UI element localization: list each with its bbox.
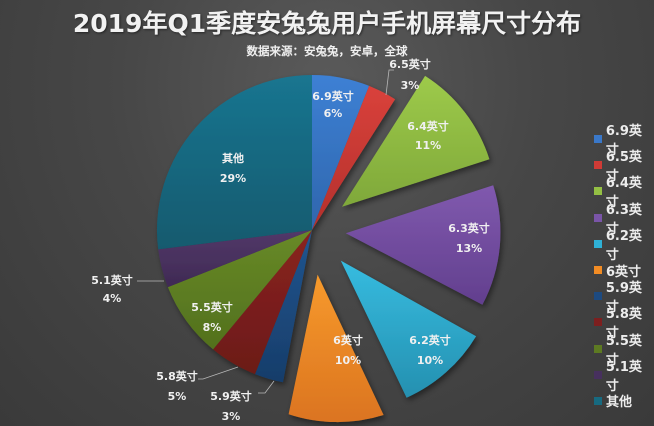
legend-label: 6英寸 xyxy=(606,264,642,280)
legend-swatch-icon xyxy=(594,318,602,327)
chart-subtitle: 数据来源：安兔兔，安卓，全球 xyxy=(246,44,408,58)
legend-label: 5.1英寸 xyxy=(605,359,642,394)
legend-swatch-icon xyxy=(594,344,602,353)
label-5-1-pct: 4% xyxy=(103,292,122,305)
legend-item-6-9[interactable]: 6.9英寸 xyxy=(594,124,654,158)
chart-title: 2019年Q1季度安兔兔用户手机屏幕尺寸分布 xyxy=(72,9,582,38)
legend-label: 5.8英寸 xyxy=(605,307,642,342)
legend-swatch-icon xyxy=(594,266,602,275)
label-6-2-name: 6.2英寸 xyxy=(409,333,451,347)
legend-item-other[interactable]: 其他 xyxy=(594,388,654,414)
legend-swatch-icon xyxy=(594,213,602,222)
label-5-8-name: 5.8英寸 xyxy=(156,369,198,383)
legend-swatch-icon xyxy=(594,239,602,248)
slice-6[interactable] xyxy=(288,274,384,423)
slice-6-4[interactable] xyxy=(342,75,490,207)
label-6-2-pct: 10% xyxy=(417,354,443,367)
legend-swatch-icon xyxy=(594,292,602,301)
label-5-5-pct: 8% xyxy=(203,321,222,334)
label-other-pct: 29% xyxy=(220,172,246,185)
legend-swatch-icon xyxy=(594,135,602,144)
label-6-3-pct: 13% xyxy=(456,242,482,255)
chart-legend: 6.9英寸 6.5英寸 6.4英寸 6.3英寸 6.2英寸 6英寸 5.9英寸 … xyxy=(594,124,654,414)
legend-item-6-2[interactable]: 6.2英寸 xyxy=(594,229,654,263)
legend-item-6-5[interactable]: 6.5英寸 xyxy=(594,150,654,184)
legend-label: 6.2英寸 xyxy=(605,228,642,263)
label-5-9-pct: 3% xyxy=(222,410,241,423)
legend-item-6-4[interactable]: 6.4英寸 xyxy=(594,176,654,210)
legend-swatch-icon xyxy=(594,370,602,379)
legend-item-5-5[interactable]: 5.5英寸 xyxy=(594,334,654,368)
slice-5-8[interactable] xyxy=(213,230,312,375)
slice-other[interactable] xyxy=(156,75,312,250)
label-other-name: 其他 xyxy=(222,151,244,165)
label-6-pct: 10% xyxy=(335,354,361,367)
label-6-4-name: 6.4英寸 xyxy=(407,119,449,133)
label-5-8-pct: 5% xyxy=(168,390,187,403)
label-5-1-name: 5.1英寸 xyxy=(91,273,133,287)
label-6-9-pct: 6% xyxy=(324,107,343,120)
legend-swatch-icon xyxy=(594,187,602,196)
legend-label: 5.5英寸 xyxy=(605,333,642,368)
legend-label: 6.4英寸 xyxy=(605,176,642,211)
legend-label: 6.3英寸 xyxy=(605,202,642,237)
label-6-4-pct: 11% xyxy=(415,139,441,152)
legend-item-5-9[interactable]: 5.9英寸 xyxy=(594,281,654,315)
label-6-5-name: 6.5英寸 xyxy=(389,57,431,71)
legend-label: 6.9英寸 xyxy=(605,124,642,159)
leader-lines xyxy=(137,69,394,394)
legend-item-5-8[interactable]: 5.8英寸 xyxy=(594,307,654,341)
label-5-5-name: 5.5英寸 xyxy=(191,300,233,314)
slice-6-5[interactable] xyxy=(312,85,396,231)
legend-item-6[interactable]: 6英寸 xyxy=(594,257,654,283)
legend-label: 6.5英寸 xyxy=(605,150,642,185)
slice-5-9[interactable] xyxy=(255,230,312,383)
legend-swatch-icon xyxy=(594,396,602,405)
label-6-9-name: 6.9英寸 xyxy=(312,89,354,103)
legend-item-6-3[interactable]: 6.3英寸 xyxy=(594,203,654,237)
label-6-3-name: 6.3英寸 xyxy=(448,221,490,235)
legend-swatch-icon xyxy=(594,161,602,170)
slice-6-9[interactable] xyxy=(312,75,370,230)
slice-5-5[interactable] xyxy=(167,230,312,350)
slice-5-1[interactable] xyxy=(158,230,312,288)
label-5-9-name: 5.9英寸 xyxy=(210,389,252,403)
slice-6-2[interactable] xyxy=(340,260,477,398)
label-6-name: 6英寸 xyxy=(333,333,363,347)
legend-label: 5.9英寸 xyxy=(605,281,642,316)
legend-label: 其他 xyxy=(606,395,633,411)
legend-item-5-1[interactable]: 5.1英寸 xyxy=(594,360,654,394)
slice-6-3[interactable] xyxy=(345,185,501,305)
label-6-5-pct: 3% xyxy=(401,79,420,92)
